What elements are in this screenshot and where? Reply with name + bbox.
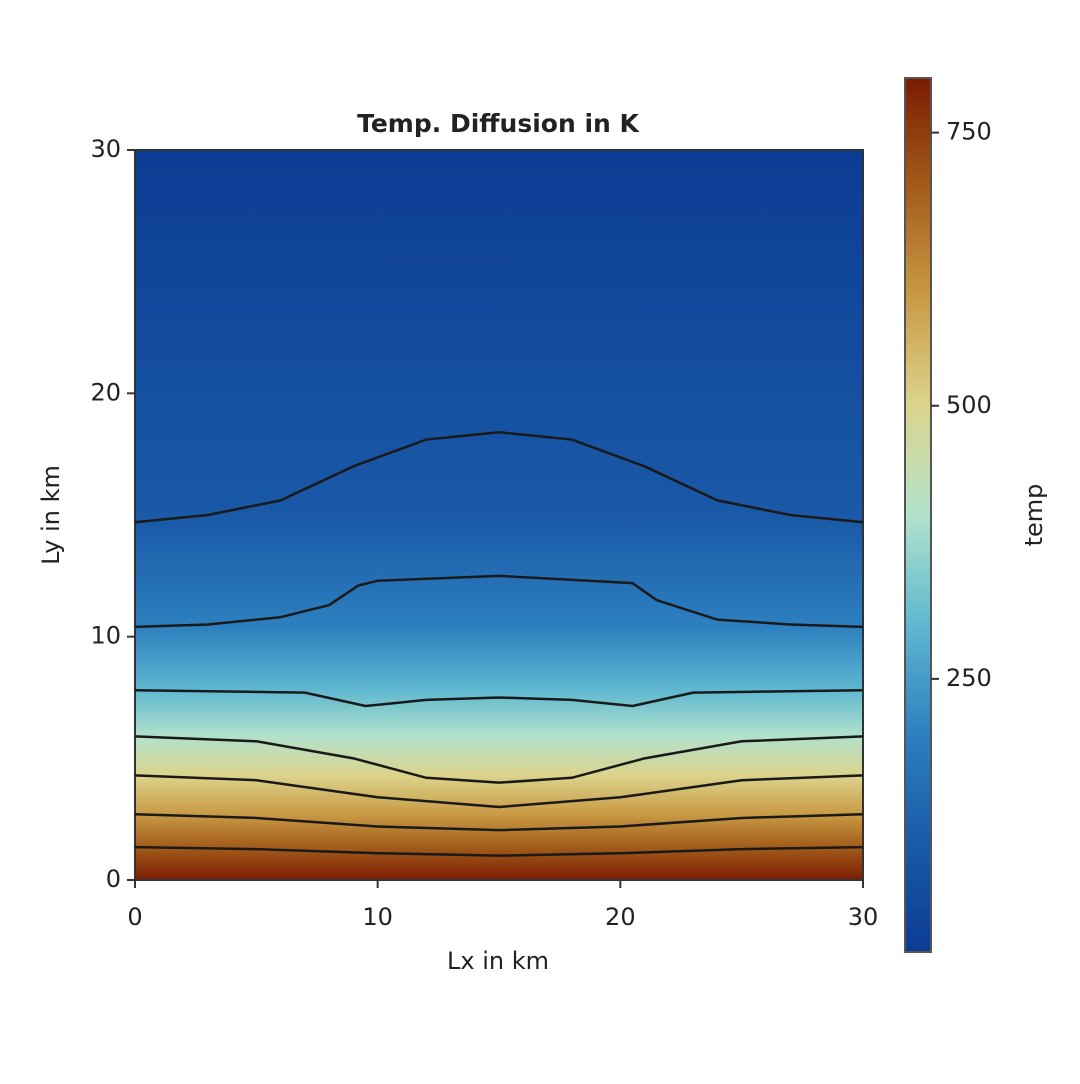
colorbar-label: temp [1020,484,1048,547]
plot-frame [134,149,864,881]
x-axis-label: Lx in km [447,947,549,975]
contour-line [134,688,864,708]
x-tick-label: 20 [605,903,636,931]
heatmap [135,150,863,880]
y-tick-label: 10 [90,622,121,650]
contour-line [134,774,864,809]
contour-line [134,735,864,784]
colorbar [904,77,932,953]
colorbar-tick-label: 750 [946,118,992,146]
x-tick-label: 10 [362,903,393,931]
x-tick-label: 30 [848,903,879,931]
contour-line [134,431,864,524]
contour-line [134,574,864,629]
colorbar-tick-label: 500 [946,391,992,419]
chart-title: Temp. Diffusion in K [357,109,640,138]
y-axis-label: Ly in km [37,465,65,565]
colorbar-tick-label: 250 [946,664,992,692]
contour-line [134,845,864,857]
y-tick-label: 30 [90,135,121,163]
y-tick-label: 20 [90,378,121,406]
y-tick-label: 0 [106,865,121,893]
contour-line [134,813,864,832]
x-tick-label: 0 [127,903,142,931]
